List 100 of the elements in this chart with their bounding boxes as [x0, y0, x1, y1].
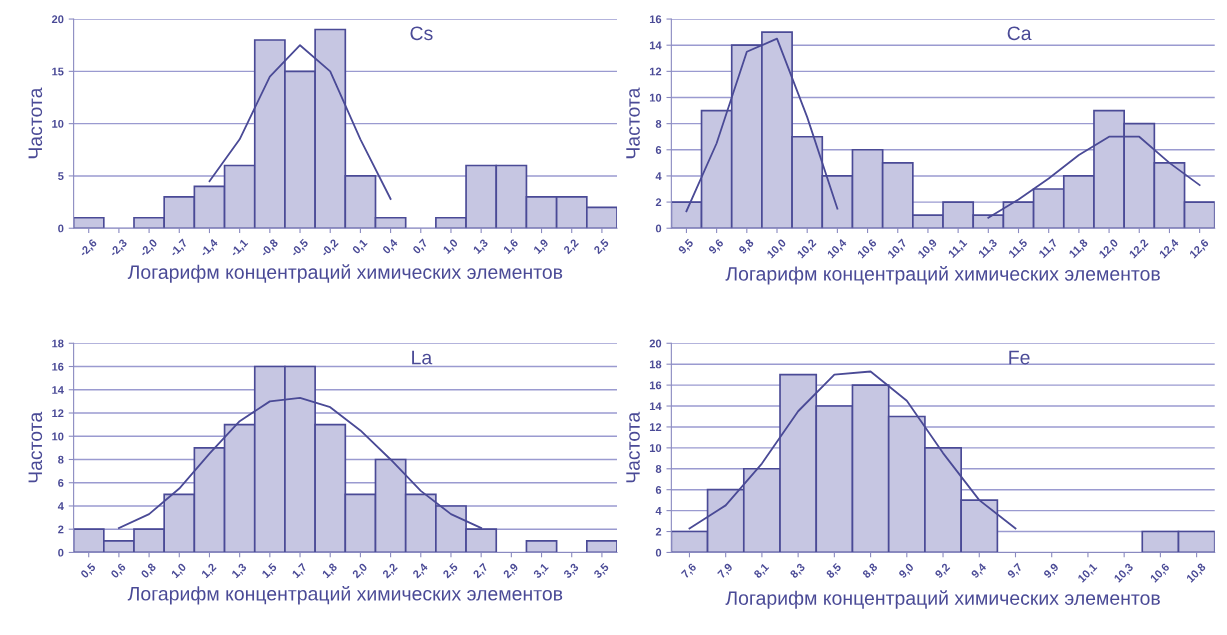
bar	[73, 216, 105, 229]
y-tick-label: 2	[655, 198, 662, 207]
y-tick-label: 6	[58, 478, 64, 487]
y-tick-label: 16	[649, 381, 662, 390]
x-tick-label: -2,0	[139, 238, 159, 259]
chart-title: La	[412, 350, 433, 365]
y-tick-label: 6	[655, 485, 662, 494]
x-axis-title: Логарифм концентраций химических элементов	[725, 266, 1160, 285]
bar	[585, 539, 618, 553]
x-tick-label: 7,9	[717, 562, 735, 580]
y-tick-label: 12	[649, 423, 662, 431]
y-tick-label: 10	[52, 432, 64, 441]
y-tick-label: 10	[52, 119, 64, 128]
x-tick-label: 1,5	[261, 562, 279, 580]
x-tick-label: 0,7	[412, 238, 430, 256]
y-tick-label: 0	[58, 224, 64, 233]
chart-title: Ca	[1007, 26, 1032, 41]
y-tick-label: 6	[655, 146, 662, 154]
y-tick-label: 18	[649, 360, 662, 369]
x-tick-label: 0,1	[351, 238, 369, 256]
y-tick-label: 2	[58, 525, 64, 534]
x-tick-label: 1,6	[502, 238, 520, 256]
x-tick-label: -0,2	[320, 238, 340, 259]
y-axis-title: Частота	[28, 87, 43, 159]
y-tick-label: 12	[649, 67, 662, 76]
x-tick-label: 9,7	[1006, 562, 1024, 580]
y-tick-label: 12	[52, 409, 64, 418]
y-tick-label: 8	[655, 119, 662, 128]
x-tick-label: 9,4	[970, 562, 988, 580]
x-tick-label: 9,8	[738, 238, 756, 256]
x-tick-label: 1,3	[231, 562, 249, 580]
x-tick-label: -0,8	[259, 238, 280, 259]
x-tick-label: -2,3	[108, 238, 129, 259]
y-tick-label: 0	[58, 548, 64, 557]
chart-title: Cs	[410, 26, 433, 41]
x-tick-label: 3,1	[532, 562, 551, 580]
x-tick-label: 2,9	[502, 562, 520, 580]
x-tick-label: 0,6	[110, 562, 128, 580]
x-tick-label: 9,5	[677, 238, 695, 256]
x-tick-label: 8,1	[753, 562, 771, 580]
x-tick-label: 0,4	[381, 238, 400, 256]
y-tick-label: 5	[58, 172, 64, 181]
x-tick-label: 1,7	[291, 562, 309, 580]
x-tick-label: 9,2	[934, 562, 952, 580]
bar	[525, 539, 558, 553]
x-tick-label: 3,5	[593, 562, 611, 580]
y-tick-label: 15	[52, 67, 64, 76]
x-tick-label: 2,2	[563, 238, 581, 256]
y-tick-label: 4	[655, 507, 662, 515]
y-tick-label: 8	[58, 455, 64, 464]
x-tick-label: 9,9	[1043, 562, 1061, 580]
y-axis-title: Частота	[626, 87, 640, 159]
x-tick-label: 0,5	[80, 562, 98, 580]
x-tick-label: 7,6	[680, 562, 698, 580]
y-tick-label: 0	[655, 548, 662, 557]
y-tick-label: 10	[649, 93, 662, 102]
x-tick-label: 1,3	[472, 238, 490, 256]
x-tick-label: -1,4	[199, 238, 220, 259]
y-tick-label: 18	[52, 339, 64, 348]
y-tick-label: 16	[649, 15, 662, 24]
y-tick-label: 20	[649, 339, 662, 348]
x-axis-title: Логарифм концентраций химических элементов	[127, 264, 563, 283]
x-tick-label: 8,8	[861, 562, 880, 580]
y-tick-label: 0	[655, 224, 662, 233]
x-tick-label: -1,1	[229, 238, 250, 259]
x-tick-label: 1,0	[442, 238, 460, 256]
y-tick-label: 16	[52, 362, 64, 371]
x-tick-label: 11,1	[947, 238, 969, 260]
x-tick-label: 1,8	[321, 562, 339, 580]
x-tick-label: 2,7	[472, 562, 490, 580]
y-tick-label: 14	[649, 41, 662, 50]
chart-title: Fe	[1009, 350, 1030, 365]
y-tick-label: 2	[655, 527, 662, 536]
y-tick-label: 4	[57, 502, 64, 510]
x-tick-label: 0,8	[140, 562, 158, 580]
y-tick-label: 14	[649, 402, 662, 411]
x-tick-label: 2,4	[412, 562, 430, 580]
x-tick-label: 1,0	[170, 562, 188, 580]
x-tick-label: -0,5	[290, 238, 310, 259]
x-tick-label: 1,2	[201, 562, 218, 580]
x-tick-label: 2,5	[442, 562, 460, 580]
x-tick-label: 8,3	[789, 562, 807, 580]
y-tick-label: 8	[655, 465, 662, 473]
x-tick-label: -1,7	[169, 238, 189, 259]
y-axis-title: Частота	[28, 411, 43, 483]
y-tick-label: 4	[655, 172, 662, 180]
x-tick-label: 8,5	[825, 562, 843, 580]
y-tick-label: 10	[649, 444, 662, 452]
x-axis-title: Логарифм концентраций химических элементов	[127, 585, 563, 605]
y-tick-label: 14	[52, 386, 64, 394]
x-tick-label: 2,2	[381, 562, 399, 580]
x-tick-label: 1,9	[533, 238, 550, 256]
x-tick-label: 2,0	[351, 562, 369, 580]
y-axis-title: Частота	[626, 411, 640, 483]
x-tick-label: 9,0	[898, 562, 916, 580]
x-tick-label: 2,5	[593, 238, 611, 256]
x-tick-label: 9,6	[707, 238, 726, 256]
y-tick-label: 20	[51, 15, 64, 24]
x-tick-label: -2,6	[78, 238, 99, 259]
x-axis-title: Логарифм концентраций химических элементов	[725, 590, 1160, 609]
